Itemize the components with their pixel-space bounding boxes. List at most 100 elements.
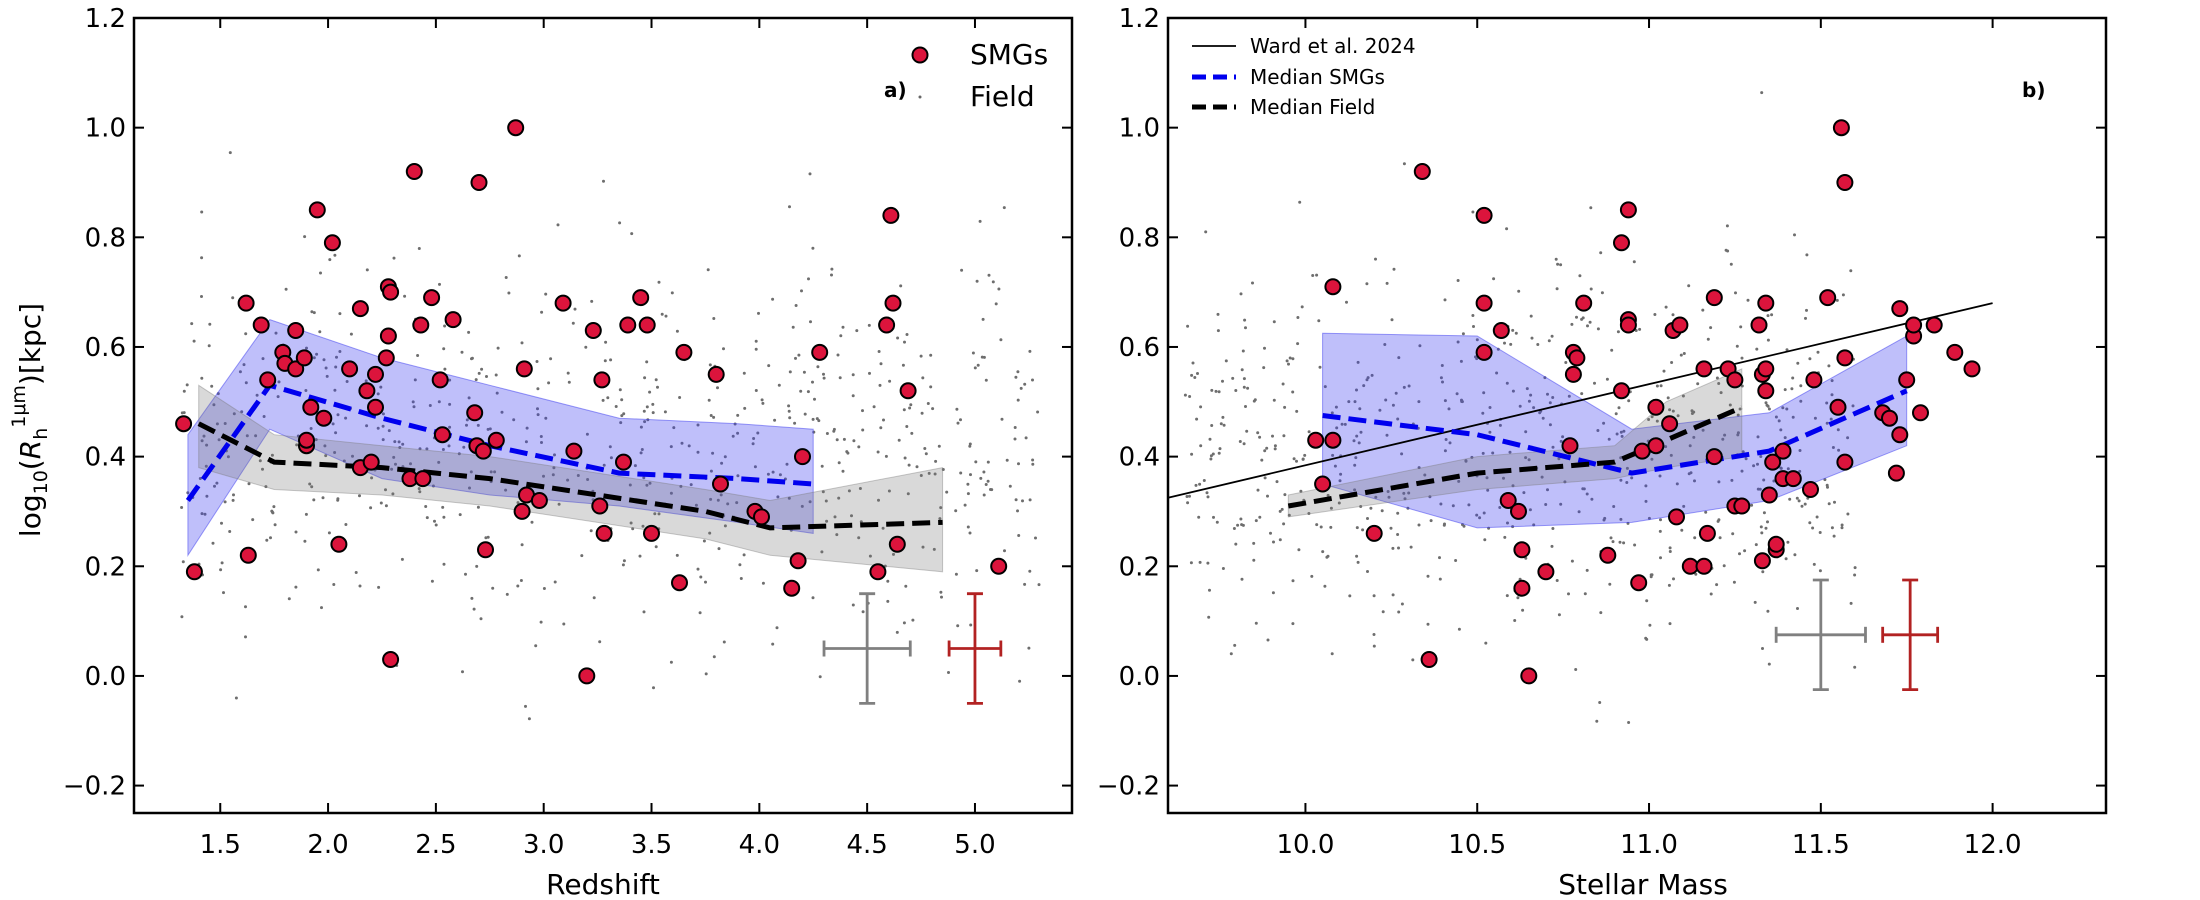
field-point (244, 332, 248, 336)
smg-point (1630, 574, 1648, 592)
field-point (1381, 610, 1385, 614)
field-point (1840, 526, 1844, 530)
field-point (1242, 385, 1246, 389)
field-point (899, 284, 903, 288)
field-point (1680, 528, 1684, 532)
field-point (969, 473, 972, 477)
field-point (1718, 536, 1722, 540)
field-point (231, 498, 235, 502)
smg-point (377, 349, 395, 367)
field-point (976, 363, 980, 367)
field-point (1014, 375, 1018, 379)
field-point (1830, 526, 1834, 530)
field-point (1317, 319, 1321, 323)
field-point (1755, 347, 1759, 351)
smg-point (1324, 431, 1342, 449)
field-point (369, 506, 373, 510)
field-point (322, 358, 326, 362)
field-point (232, 493, 235, 497)
field-point (1532, 406, 1536, 410)
smg-point (1314, 475, 1332, 493)
field-point (200, 439, 204, 443)
field-point (1219, 422, 1223, 426)
field-point (903, 456, 907, 460)
field-point (381, 424, 385, 428)
smg-point (1705, 448, 1723, 466)
field-point (1017, 534, 1021, 537)
field-point (1464, 459, 1468, 463)
field-point (1402, 162, 1406, 166)
field-point (606, 396, 610, 400)
field-point (941, 468, 945, 471)
field-point (1622, 541, 1626, 545)
field-point (345, 380, 349, 383)
field-point (258, 459, 262, 463)
field-point (1356, 560, 1360, 564)
field-point (1825, 401, 1829, 405)
field-point (1391, 403, 1395, 407)
smg-point (405, 163, 423, 180)
field-point (1511, 484, 1515, 488)
field-point (754, 339, 758, 343)
field-point (1669, 453, 1673, 457)
field-point (1672, 577, 1675, 581)
field-point (1765, 403, 1769, 407)
field-point (1271, 591, 1275, 595)
field-point (1254, 519, 1258, 523)
field-point (808, 500, 812, 504)
error-bars (1774, 578, 1940, 692)
field-point (1774, 415, 1778, 419)
x-tick-label: 3.0 (523, 830, 564, 860)
field-point (1808, 521, 1812, 525)
smg-point (367, 398, 384, 416)
field-point (980, 355, 984, 359)
field-point (1682, 504, 1686, 508)
field-point (1355, 434, 1359, 438)
field-point (416, 354, 420, 357)
field-point (821, 490, 825, 494)
field-point (1529, 314, 1533, 318)
x-tick-label: 11.0 (1620, 830, 1678, 860)
field-point (1525, 387, 1529, 391)
y-tick-label: 0.4 (85, 443, 126, 473)
field-point (592, 596, 596, 600)
field-point (181, 560, 185, 564)
smg-point (1774, 442, 1792, 460)
field-point (767, 364, 771, 368)
field-point (756, 431, 760, 435)
field-point (1516, 596, 1520, 600)
field-point (1233, 643, 1237, 647)
field-point (696, 567, 700, 571)
smg-point (1757, 294, 1775, 312)
legend-ward-label: Ward et al. 2024 (1250, 34, 1416, 58)
field-point (1206, 561, 1210, 565)
field-point (1599, 251, 1603, 255)
field-point (261, 357, 265, 361)
field-point (251, 518, 255, 522)
smg-point (990, 557, 1008, 575)
field-point (1622, 429, 1626, 433)
field-point (1017, 462, 1020, 466)
field-point (1731, 532, 1735, 536)
field-point (200, 295, 203, 298)
field-point (1221, 379, 1224, 383)
smg-point (1619, 201, 1637, 219)
field-point (393, 440, 397, 444)
smg-point (884, 294, 902, 312)
smg-point (1750, 316, 1768, 334)
field-point (751, 442, 755, 446)
field-point (654, 378, 658, 382)
field-point (1779, 428, 1783, 432)
field-point (739, 577, 743, 580)
field-point (437, 460, 441, 464)
field-point (413, 378, 417, 382)
field-point (516, 584, 520, 588)
field-point (687, 444, 691, 448)
field-point (1804, 316, 1807, 320)
field-point (430, 579, 434, 583)
smg-point (1613, 234, 1630, 252)
field-point (1764, 526, 1768, 530)
field-point (220, 561, 224, 565)
field-point (1740, 384, 1744, 388)
field-point (670, 291, 674, 295)
